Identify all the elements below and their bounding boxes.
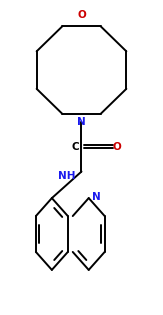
- Text: O: O: [112, 141, 121, 152]
- Text: NH: NH: [58, 171, 76, 181]
- Text: O: O: [77, 10, 86, 20]
- Text: N: N: [77, 117, 86, 127]
- Text: N: N: [92, 192, 101, 202]
- Text: C: C: [71, 141, 79, 152]
